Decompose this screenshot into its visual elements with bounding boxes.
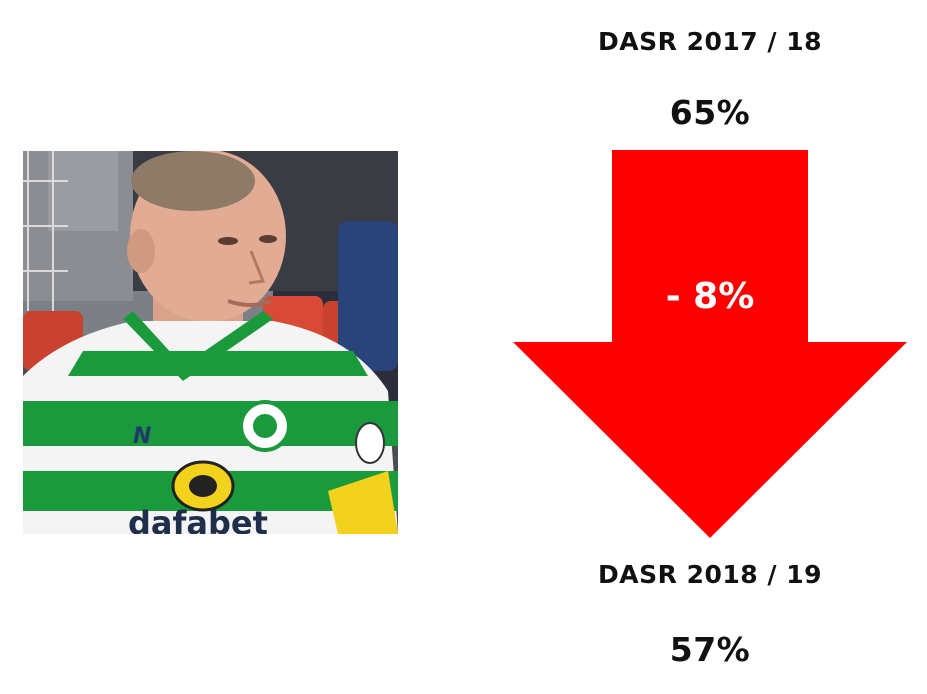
change-value: - 8% <box>665 276 755 317</box>
season-label-after: DASR 2018 / 19 <box>598 560 822 589</box>
svg-text:N: N <box>133 424 151 449</box>
player-photo: N dafabet <box>23 151 398 534</box>
down-arrow-icon <box>513 150 907 538</box>
season-label-before: DASR 2017 / 18 <box>598 27 822 56</box>
player-photo-illustration: N dafabet <box>23 151 398 534</box>
shirt-sponsor-text: dafabet <box>128 504 268 534</box>
value-after: 57% <box>669 630 751 669</box>
value-before: 65% <box>669 93 751 132</box>
